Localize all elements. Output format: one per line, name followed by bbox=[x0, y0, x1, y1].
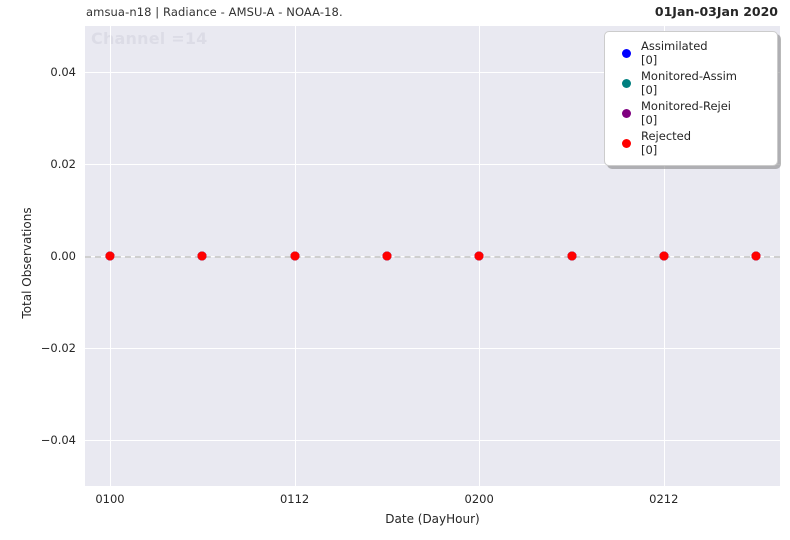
legend-count: [0] bbox=[641, 113, 658, 128]
y-tick-label: −0.04 bbox=[40, 433, 76, 447]
legend-label-block: Monitored-Rejei [0] bbox=[641, 99, 731, 127]
data-point-marker bbox=[197, 251, 207, 261]
legend-color-swatch bbox=[621, 78, 631, 88]
legend-label: Rejected bbox=[641, 129, 692, 144]
x-tick-label: 0200 bbox=[464, 492, 494, 506]
circle-marker-icon bbox=[611, 78, 641, 88]
legend-label-block: Rejected [0] bbox=[641, 129, 691, 157]
gridline-horizontal bbox=[85, 72, 780, 74]
legend-label: Monitored-Rejei bbox=[641, 99, 732, 114]
legend-count: [0] bbox=[641, 143, 658, 158]
y-tick-label: 0.04 bbox=[50, 65, 76, 79]
gridline-horizontal bbox=[85, 440, 780, 442]
legend-count: [0] bbox=[641, 83, 658, 98]
legend-item[interactable]: Assimilated [0] bbox=[605, 38, 777, 68]
x-tick-label: 0212 bbox=[649, 492, 679, 506]
y-axis-label: Total Observations bbox=[20, 207, 34, 319]
data-point-marker bbox=[290, 251, 300, 261]
data-point-marker bbox=[105, 251, 115, 261]
channel-annotation: Channel =14 bbox=[91, 29, 208, 48]
gridline-horizontal bbox=[85, 164, 780, 166]
legend-item[interactable]: Rejected [0] bbox=[605, 128, 777, 158]
legend-label: Monitored-Assim bbox=[641, 69, 737, 84]
legend-color-swatch bbox=[621, 48, 631, 58]
legend-label-block: Monitored-Assim [0] bbox=[641, 69, 737, 97]
legend-label-block: Assimilated [0] bbox=[641, 39, 708, 67]
legend-color-swatch bbox=[621, 108, 631, 118]
legend-count: [0] bbox=[641, 53, 658, 68]
legend-label: Assimilated bbox=[641, 39, 708, 53]
circle-marker-icon bbox=[611, 48, 641, 58]
data-point-marker bbox=[474, 251, 484, 261]
data-point-marker bbox=[659, 251, 669, 261]
zero-baseline bbox=[85, 256, 780, 258]
legend-color-swatch bbox=[621, 138, 631, 148]
legend-item[interactable]: Monitored-Rejei [0] bbox=[605, 98, 777, 128]
chart-title-left: amsua-n18 | Radiance - AMSU-A - NOAA-18. bbox=[86, 5, 343, 19]
circle-marker-icon bbox=[611, 108, 641, 118]
x-tick-label: 0112 bbox=[279, 492, 310, 506]
x-tick-label: 0100 bbox=[95, 492, 125, 506]
chart-legend[interactable]: Assimilated [0] Monitored-Assim [0] Monitore… bbox=[604, 31, 778, 167]
x-axis-label: Date (DayHour) bbox=[385, 512, 480, 526]
data-point-marker bbox=[751, 251, 761, 261]
circle-marker-icon bbox=[611, 138, 641, 148]
gridline-horizontal bbox=[85, 348, 780, 350]
chart-title-right: 01Jan-03Jan 2020 bbox=[654, 4, 778, 19]
data-point-marker bbox=[382, 251, 392, 261]
data-point-marker bbox=[567, 251, 576, 261]
legend-item[interactable]: Monitored-Assim [0] bbox=[605, 68, 777, 98]
